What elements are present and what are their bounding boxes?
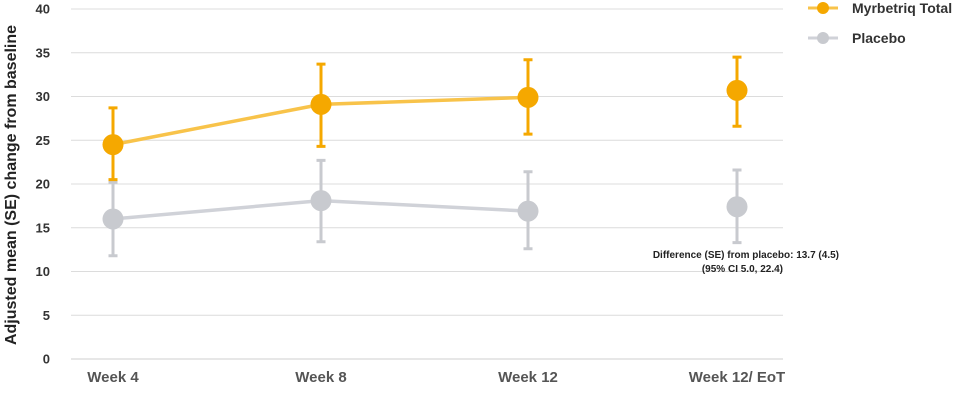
x-tick-label: Week 12/ EoT — [689, 369, 785, 386]
data-point — [517, 86, 539, 108]
x-tick-label: Week 8 — [295, 369, 346, 386]
y-axis-label: Adjusted mean (SE) change from baseline — [3, 25, 20, 345]
data-point — [310, 93, 332, 115]
annotation-difference: Difference (SE) from placebo: 13.7 (4.5) — [653, 250, 839, 261]
y-tick-label: 40 — [36, 2, 50, 17]
x-tick-label: Week 4 — [87, 369, 139, 386]
legend-label: Placebo — [852, 30, 906, 46]
data-point — [102, 208, 124, 230]
y-tick-label: 15 — [36, 220, 50, 235]
annotations: Difference (SE) from placebo: 13.7 (4.5)… — [653, 250, 839, 275]
y-tick-label: 5 — [43, 308, 50, 323]
y-tick-label: 30 — [36, 89, 50, 104]
y-tick-label: 0 — [43, 352, 50, 367]
data-point — [310, 190, 332, 212]
x-tick-label: Week 12 — [498, 369, 558, 386]
y-tick-label: 25 — [36, 133, 50, 148]
legend: Myrbetriq Total Placebo — [808, 0, 952, 46]
legend-marker — [817, 2, 829, 14]
series-layer — [102, 55, 748, 258]
data-point — [726, 79, 748, 101]
y-tick-label: 20 — [36, 177, 50, 192]
series-myrbetriq-total — [102, 55, 748, 182]
y-axis-ticks: 0 5 10 15 20 25 30 35 40 — [36, 2, 50, 367]
x-axis-ticks: Week 4 Week 8 Week 12 Week 12/ EoT — [87, 369, 785, 386]
y-tick-label: 10 — [36, 264, 50, 279]
data-point — [517, 200, 539, 222]
series-placebo — [102, 158, 748, 258]
data-point — [726, 196, 748, 218]
data-point — [102, 134, 124, 156]
legend-label: Myrbetriq Total — [852, 0, 952, 16]
annotation-ci: (95% CI 5.0, 22.4) — [702, 264, 783, 275]
gridlines — [71, 8, 783, 360]
y-tick-label: 35 — [36, 45, 50, 60]
legend-marker — [817, 32, 829, 44]
